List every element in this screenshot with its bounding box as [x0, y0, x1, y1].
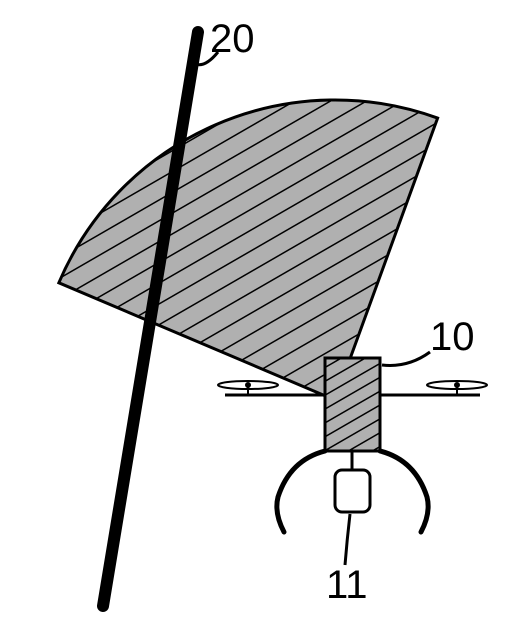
drone-camera — [335, 470, 370, 512]
drone-body — [325, 358, 380, 451]
drone-leg-left — [277, 451, 325, 532]
drone-leg-right — [380, 451, 428, 532]
technical-diagram: 20 10 11 — [0, 0, 529, 643]
label_10-leader — [382, 352, 430, 365]
label_11-leader — [345, 514, 350, 565]
sensor-cone — [59, 100, 438, 400]
drone — [218, 358, 487, 532]
label_20: 20 — [210, 17, 255, 61]
label_10: 10 — [430, 315, 475, 359]
label_11: 11 — [326, 563, 368, 607]
